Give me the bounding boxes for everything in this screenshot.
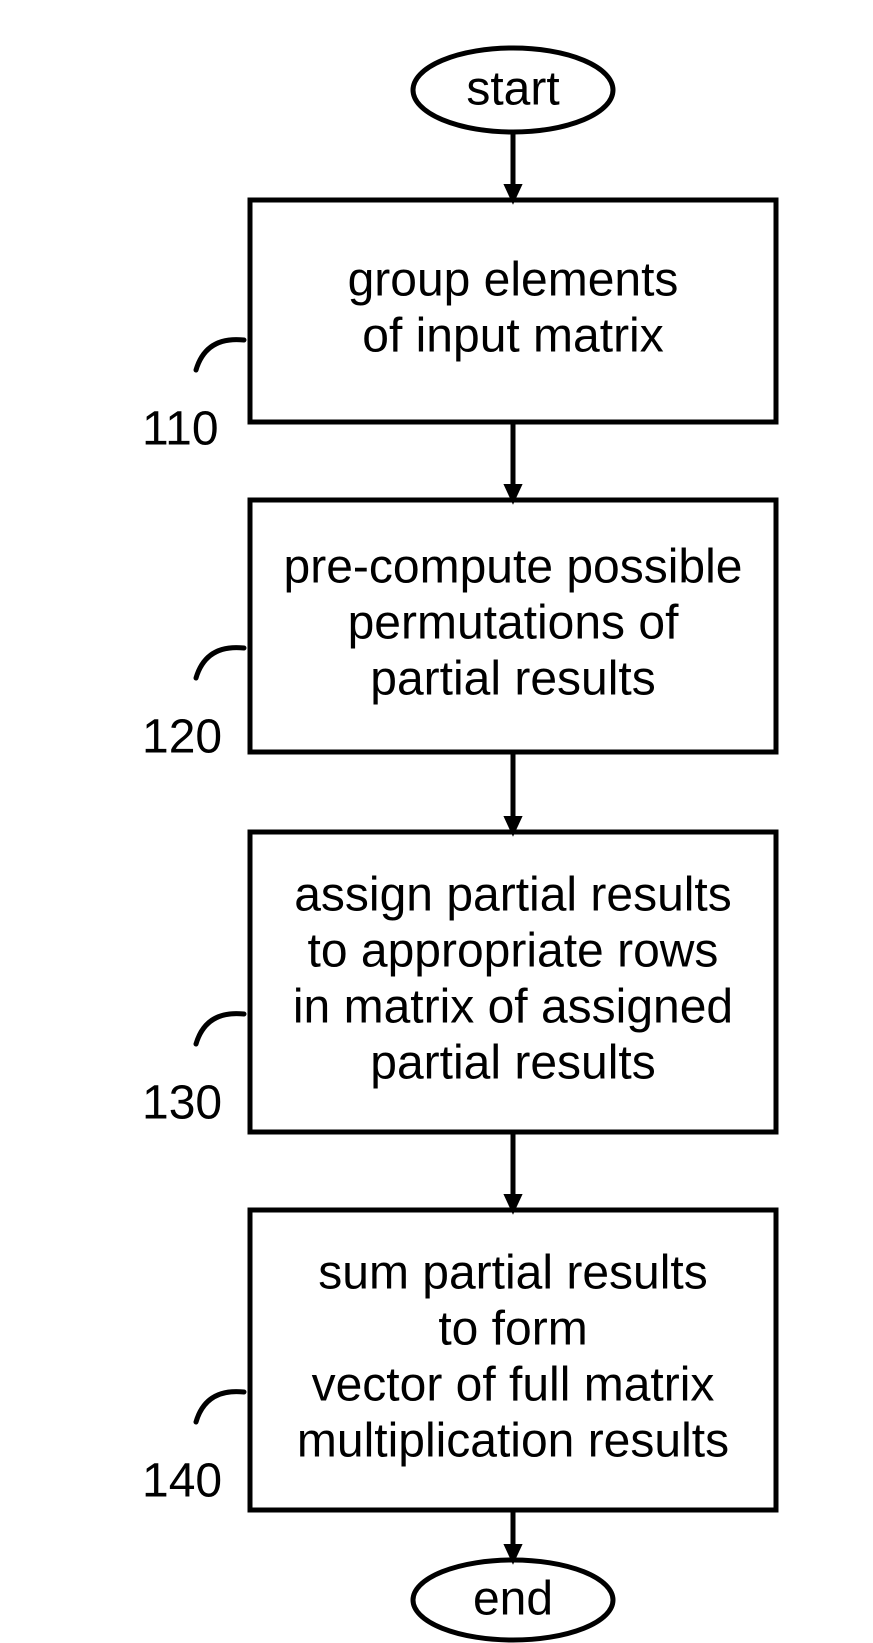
- step130-line-0: assign partial results: [294, 869, 732, 922]
- step140-ref-tick: [196, 1392, 244, 1422]
- step140-line-3: multiplication results: [297, 1415, 729, 1468]
- step110-ref-tick: [196, 340, 244, 370]
- step130-line-2: in matrix of assigned: [293, 981, 733, 1034]
- step110-ref-label: 110: [142, 403, 219, 456]
- step140-ref-label: 140: [142, 1455, 222, 1508]
- step120-ref-tick: [196, 648, 244, 678]
- step130-line-3: partial results: [370, 1037, 655, 1090]
- start-label: start: [466, 63, 559, 116]
- step120-line-1: permutations of: [348, 597, 680, 650]
- step130-ref-label: 130: [142, 1077, 222, 1130]
- step140-line-1: to form: [438, 1303, 587, 1356]
- step110-line-0: group elements: [348, 254, 679, 307]
- step120-ref-label: 120: [142, 711, 222, 764]
- step110-line-1: of input matrix: [362, 310, 663, 363]
- step130-line-1: to appropriate rows: [308, 925, 719, 978]
- end-label: end: [473, 1573, 553, 1626]
- flowchart-canvas: start group elementsof input matrix 110 pre…: [0, 0, 873, 1643]
- step120-line-0: pre-compute possible: [284, 541, 743, 594]
- step130-ref-tick: [196, 1014, 244, 1044]
- step140-line-2: vector of full matrix: [312, 1359, 715, 1412]
- step120-line-2: partial results: [370, 653, 655, 706]
- step140-line-0: sum partial results: [318, 1247, 707, 1300]
